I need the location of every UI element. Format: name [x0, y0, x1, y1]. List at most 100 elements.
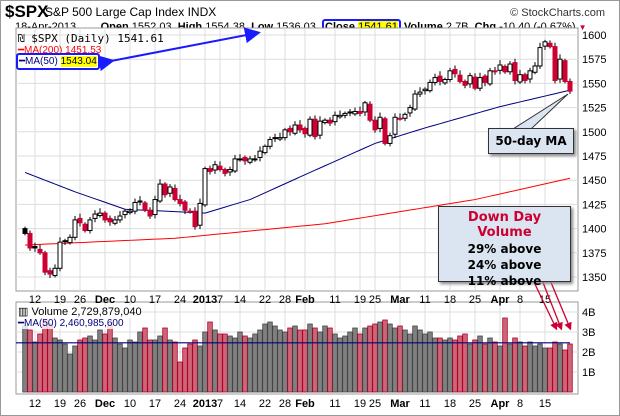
- x-tick-label: 19: [354, 294, 366, 306]
- volume-bar: [37, 333, 43, 393]
- callout-line: 11% above: [467, 274, 542, 288]
- up-candle: [202, 168, 208, 206]
- x-tick-label: 11: [329, 398, 340, 410]
- down-candle: [452, 68, 458, 75]
- volume-bar: [92, 339, 98, 393]
- x-tick-label: Apr: [491, 294, 511, 306]
- volume-bar: [497, 345, 503, 393]
- volume-bar: [347, 331, 353, 393]
- down-candle: [47, 270, 53, 275]
- price-tick-label: 1450: [582, 175, 606, 187]
- x-tick-label: 2013: [193, 294, 217, 306]
- volume-bar: [272, 325, 278, 393]
- down-candle: [372, 119, 378, 131]
- volume-bar: [442, 339, 448, 393]
- exchange: INDX: [187, 5, 217, 19]
- up-candle: [252, 158, 258, 161]
- down-candle: [512, 62, 518, 81]
- volume-bar: [322, 325, 328, 393]
- x-tick-label: 24: [174, 294, 186, 306]
- volume-bar: [517, 341, 523, 393]
- volume-bar: [47, 323, 53, 393]
- down-candle: [397, 117, 403, 120]
- volume-bar: [147, 339, 153, 393]
- volume-bar: [32, 341, 38, 393]
- ma200-line: [24, 177, 571, 246]
- x-tick-label: Feb: [295, 294, 315, 306]
- up-candle: [257, 150, 263, 158]
- ma50-line: [24, 89, 571, 214]
- volume-bar: [182, 347, 188, 393]
- volume-bar: [567, 343, 573, 393]
- volume-bar: [277, 329, 283, 393]
- up-candle: [282, 129, 288, 139]
- volume-bar: [252, 333, 258, 393]
- brand: © StockCharts.com: [510, 7, 605, 19]
- down-candle: [242, 156, 248, 162]
- index-name: S&P 500 Large Cap Index: [45, 5, 185, 19]
- volume-bar: [552, 341, 558, 393]
- x-tick-label: 28: [279, 398, 291, 410]
- volume-bars-icon: ▥: [18, 306, 29, 318]
- volume-bar: [162, 327, 168, 393]
- volume-bar: [242, 335, 248, 393]
- x-tick-label: 22: [259, 294, 271, 306]
- x-tick-label: 12: [29, 398, 41, 410]
- volume-bar: [192, 339, 198, 393]
- volume-bar: [492, 341, 498, 393]
- x-tick-label: 12: [29, 294, 41, 306]
- up-candle: [197, 202, 203, 226]
- volume-bar: [287, 327, 293, 393]
- up-candle: [237, 158, 243, 161]
- down-candle: [312, 118, 318, 138]
- up-candle: [347, 111, 353, 114]
- volume-bar: [392, 327, 398, 393]
- up-candle: [537, 47, 543, 67]
- x-tick-label: 10: [124, 398, 136, 410]
- x-tick-label: 18: [444, 294, 456, 306]
- volume-bar: [507, 343, 513, 393]
- blue-arrow: [97, 27, 261, 72]
- volume-tick-label: 4B: [582, 307, 595, 319]
- volume-bar: [352, 327, 358, 393]
- volume-bar: [397, 325, 403, 393]
- volume-bar: [317, 331, 323, 393]
- up-candle: [532, 65, 538, 73]
- x-tick-label: 17: [149, 294, 161, 306]
- down-candle: [217, 165, 223, 171]
- price-tick-label: 1425: [582, 199, 606, 211]
- up-candle: [212, 164, 218, 171]
- up-candle: [277, 137, 283, 140]
- up-candle: [87, 219, 93, 232]
- volume-bar: [152, 339, 158, 393]
- down-candle: [297, 124, 303, 131]
- up-candle: [57, 241, 63, 269]
- x-tick-label: 25: [369, 294, 381, 306]
- up-candle: [387, 135, 393, 144]
- x-tick-label: 22: [259, 398, 271, 410]
- down-candle: [162, 183, 168, 196]
- red-arrow: [541, 279, 563, 331]
- down-candle: [482, 75, 488, 83]
- up-candle: [262, 145, 268, 154]
- down-candle: [27, 232, 33, 249]
- volume-bar: [437, 337, 443, 393]
- callout-line: 29% above: [467, 242, 542, 256]
- x-tick-label: 14: [234, 398, 246, 410]
- x-tick-label: 28: [279, 294, 291, 306]
- up-candle: [542, 41, 548, 47]
- x-tick-label: 26: [74, 294, 86, 306]
- up-candle: [117, 215, 123, 221]
- volume-bar: [327, 327, 333, 393]
- legend-ma200-label: MA(200): [24, 45, 63, 56]
- volume-bar: [512, 337, 518, 393]
- x-tick-label: Mar: [390, 294, 410, 306]
- volume-bar: [107, 323, 113, 393]
- volume-bar: [522, 345, 528, 393]
- volume-bar: [122, 347, 128, 393]
- volume-bar: [307, 323, 313, 393]
- up-candle: [352, 110, 358, 115]
- volume-bar: [62, 343, 68, 393]
- up-candle: [167, 186, 173, 194]
- up-candle: [497, 64, 503, 71]
